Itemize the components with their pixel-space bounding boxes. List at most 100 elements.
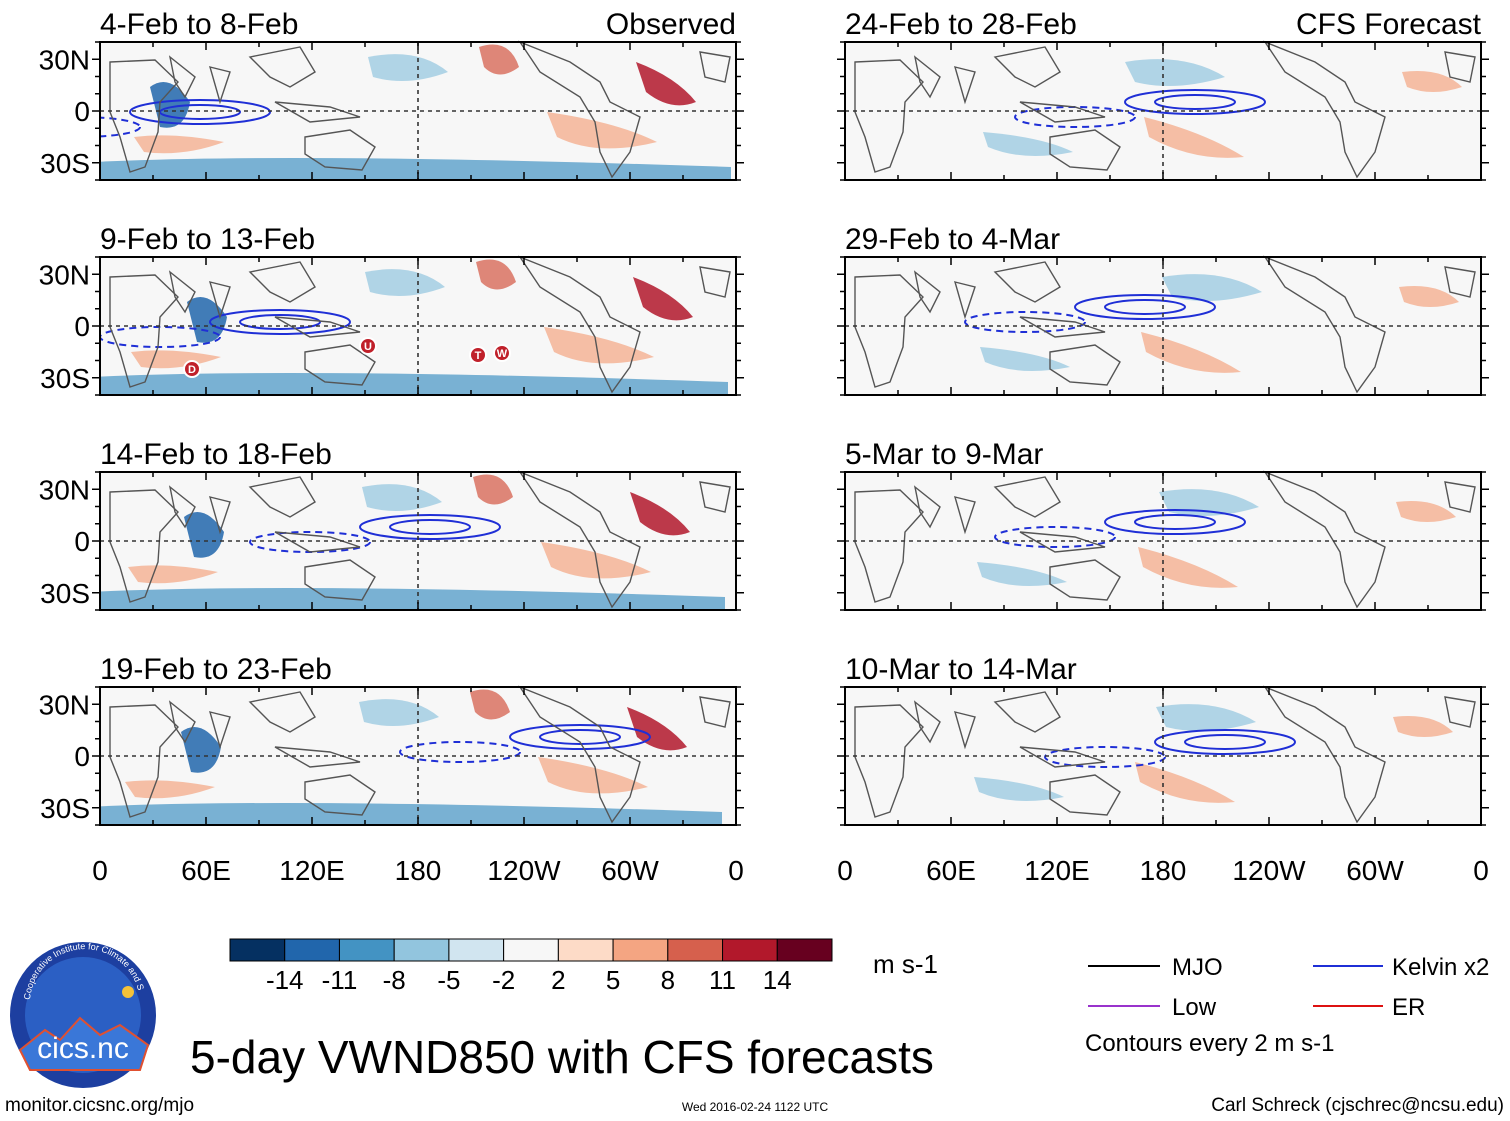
wind-anomaly-region	[1393, 716, 1453, 737]
wind-anomaly-region	[100, 803, 722, 825]
wind-anomaly-region	[181, 727, 221, 773]
colorbar-tick-label: 2	[551, 965, 565, 995]
wind-anomaly-region	[359, 699, 439, 726]
colorbar-units: m s-1	[873, 949, 938, 979]
kelvin-contours	[1014, 89, 1266, 128]
y-tick-label: 30N	[39, 44, 90, 75]
y-tick-label: 30N	[39, 474, 90, 505]
panel-title: 5-Mar to 9-Mar	[845, 438, 1043, 471]
wind-anomaly-region	[1399, 286, 1459, 307]
wind-anomaly-region	[1125, 59, 1225, 86]
colorbar-swatch	[338, 938, 395, 962]
wind-anomaly-region	[100, 158, 731, 180]
contour-line	[129, 99, 271, 125]
wind-anomaly-region	[980, 347, 1070, 371]
y-tick-label: 0	[74, 96, 90, 127]
wind-shading	[100, 474, 725, 610]
y-tick-label: 30S	[40, 363, 90, 394]
contour-line-negative	[1044, 746, 1166, 768]
contour-line	[1074, 294, 1216, 320]
x-tick-label: 0	[837, 855, 853, 886]
wind-anomaly-region	[184, 512, 224, 558]
x-tick-label: 120E	[1024, 855, 1089, 886]
svg-text:D: D	[188, 364, 196, 376]
wind-shading	[980, 274, 1459, 373]
contour-line	[1124, 89, 1266, 115]
colorbar-tick-label: 11	[709, 965, 736, 995]
logo-text: cics.nc	[37, 1032, 129, 1065]
panel-right-2: 29-Feb to 4-Mar	[837, 223, 1489, 396]
x-tick-label: 60E	[926, 855, 976, 886]
contour-line	[209, 309, 351, 335]
colorbar-tick-label: -2	[492, 965, 515, 995]
wind-anomaly-region	[1144, 117, 1244, 158]
colorbar-tick-label: -14	[266, 965, 304, 995]
colorbar: -14 -11 -8 -5 -2 2 5 8 11 14	[229, 938, 833, 995]
wind-anomaly-region	[470, 689, 510, 720]
wind-anomaly-region	[362, 484, 442, 511]
wind-anomaly-region	[1402, 71, 1462, 92]
svg-text:T: T	[475, 350, 482, 362]
svg-text:U: U	[364, 341, 372, 353]
colorbar-swatch	[284, 938, 340, 962]
colorbar-swatch	[722, 938, 778, 962]
kelvin-contours	[964, 294, 1216, 333]
y-tick-label: 30S	[40, 793, 90, 824]
panel-title: 9-Feb to 13-Feb	[100, 223, 315, 256]
legend-label-low: Low	[1172, 994, 1217, 1021]
colorbar-tick-label: 8	[661, 965, 675, 995]
y-tick-label: 0	[74, 311, 90, 342]
wind-anomaly-region	[1396, 501, 1456, 522]
colorbar-swatch	[393, 938, 450, 962]
colorbar-tick-label: -5	[437, 965, 460, 995]
colorbar-tick-label: 5	[606, 965, 620, 995]
panel-left-2: 9-Feb to 13-Feb 30N 0 30S	[39, 223, 744, 396]
contour-line-negative	[399, 741, 521, 763]
y-tick-label: 30S	[40, 148, 90, 179]
website-link[interactable]: monitor.cicsnc.org/mjo	[5, 1095, 194, 1116]
wind-anomaly-region	[1138, 547, 1238, 588]
colorbar-tick-label: -8	[383, 965, 406, 995]
contour-line	[1184, 734, 1266, 750]
storm-marker-d: D	[183, 360, 201, 378]
wind-anomaly-region	[1156, 704, 1256, 731]
x-tick-label: 60E	[181, 855, 231, 886]
x-tick-label: 120W	[1232, 855, 1306, 886]
column-header: CFS Forecast	[1296, 8, 1482, 41]
contour-line	[359, 514, 501, 540]
contour-line-negative	[964, 311, 1086, 333]
contour-line	[1104, 299, 1186, 315]
x-tick-label: 120E	[279, 855, 344, 886]
kelvin-contours	[1044, 729, 1296, 768]
panel-left-1: 4-Feb to 8-Feb Observed 30N 0 30S	[39, 8, 744, 181]
colorbar-swatch	[612, 938, 669, 962]
author-credit: Carl Schreck (cjschrec@ncsu.edu)	[1211, 1095, 1504, 1116]
wind-shading	[100, 259, 728, 395]
panel-title: 19-Feb to 23-Feb	[100, 653, 332, 686]
panel-right-3: 5-Mar to 9-Mar	[837, 438, 1489, 611]
legend-label-mjo: MJO	[1172, 954, 1223, 981]
contour-line	[1154, 94, 1236, 110]
colorbar-swatch	[557, 938, 614, 962]
panel-title: 29-Feb to 4-Mar	[845, 223, 1060, 256]
wind-anomaly-region	[365, 269, 445, 296]
wind-anomaly-region	[100, 373, 728, 395]
storm-marker-t: T	[469, 346, 487, 364]
panel-title: 24-Feb to 28-Feb	[845, 8, 1077, 41]
storm-marker-w: W	[493, 344, 511, 362]
contour-line	[1134, 514, 1216, 530]
panel-title: 10-Mar to 14-Mar	[845, 653, 1077, 686]
panel-title: 4-Feb to 8-Feb	[100, 8, 298, 41]
contour-line	[539, 729, 621, 745]
wind-shading	[974, 704, 1453, 803]
wind-anomaly-region	[1135, 762, 1235, 803]
figure-title: 5-day VWND850 with CFS forecasts	[190, 1031, 934, 1083]
wind-anomaly-region	[100, 588, 725, 610]
colorbar-swatch	[503, 938, 559, 962]
colorbar-swatch	[776, 938, 833, 962]
sun-icon	[122, 986, 134, 998]
y-tick-label: 0	[74, 741, 90, 772]
contour-line-negative	[994, 526, 1116, 548]
panel-left-4: 19-Feb to 23-Feb 30N 0 30S	[39, 653, 744, 826]
